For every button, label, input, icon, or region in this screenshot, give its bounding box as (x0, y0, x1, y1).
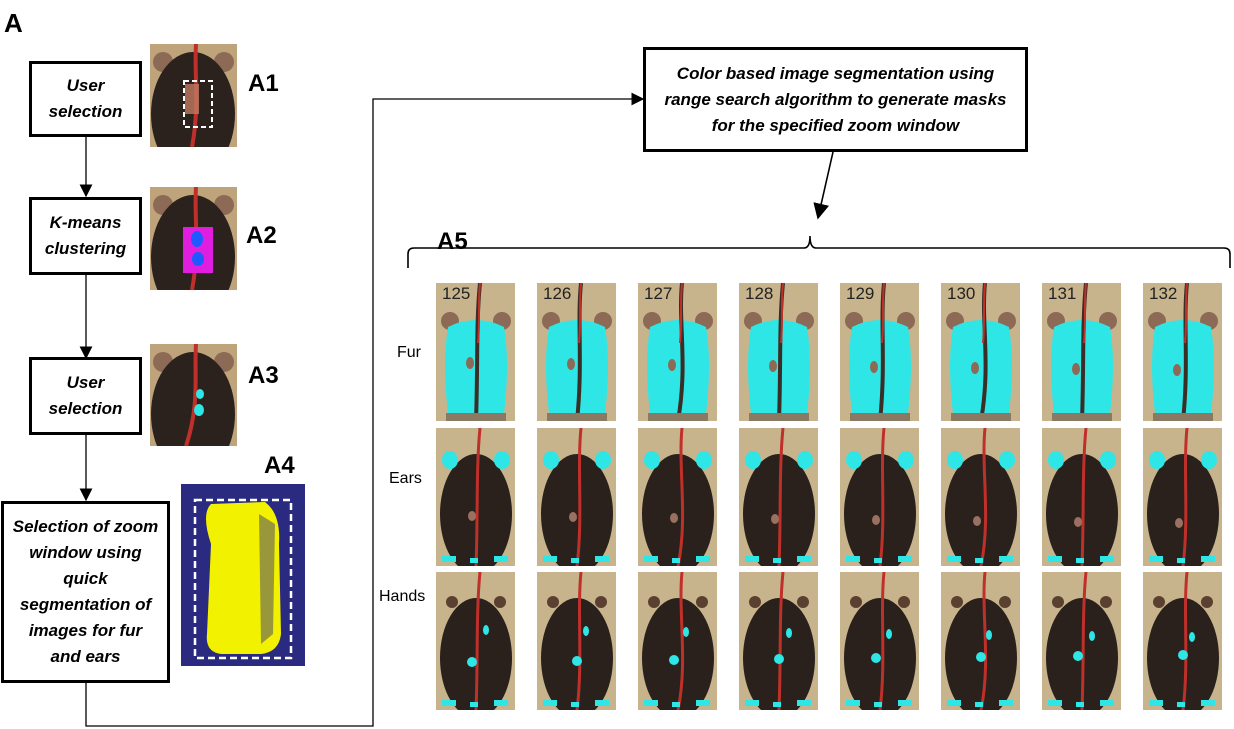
frame-fur-128: 128 (739, 283, 818, 421)
frame-hands-128 (739, 572, 818, 710)
frame-number: 125 (442, 284, 471, 303)
frame-hands-131 (1042, 572, 1121, 710)
label-a1: A1 (248, 70, 279, 97)
frame-hands-125 (436, 572, 515, 710)
frame-hands-132 (1143, 572, 1222, 710)
frame-ears-132 (1143, 428, 1222, 566)
step-a2-box: K-means clustering (29, 197, 142, 275)
frame-ears-131 (1042, 428, 1121, 566)
frame-hands-130 (941, 572, 1020, 710)
frame-ears-125 (436, 428, 515, 566)
figure-label: A (4, 8, 23, 38)
row-label-fur: Fur (397, 344, 421, 361)
frame-fur-131: 131 (1042, 283, 1121, 421)
frame-ears-127 (638, 428, 717, 566)
step-a3-box: User selection (29, 357, 142, 435)
frame-number: 127 (644, 284, 673, 303)
thumb-a4-zoom-window (181, 484, 305, 666)
row-label-hands: Hands (379, 588, 426, 605)
row-label-ears: Ears (389, 470, 422, 487)
frame-fur-125: 125 (436, 283, 515, 421)
frame-fur-126: 126 (537, 283, 616, 421)
thumb-a1-image (150, 44, 237, 147)
frame-number: 132 (1149, 284, 1178, 303)
frame-hands-129 (840, 572, 919, 710)
frame-number: 129 (846, 284, 875, 303)
frame-number: 130 (947, 284, 976, 303)
frame-fur-130: 130 (941, 283, 1020, 421)
frame-fur-132: 132 (1143, 283, 1222, 421)
frame-number: 126 (543, 284, 572, 303)
thumb-a2-image (150, 187, 237, 290)
frame-number: 131 (1048, 284, 1077, 303)
label-a2: A2 (246, 222, 277, 249)
thumb-a3-image (150, 344, 237, 446)
frame-number: 128 (745, 284, 774, 303)
frame-fur-129: 129 (840, 283, 919, 421)
label-a3: A3 (248, 362, 279, 389)
step-a5-box: Color based image segmentation using ran… (643, 47, 1028, 152)
step-a4-box: Selection of zoom window using quick seg… (1, 501, 170, 683)
step-a1-box: User selection (29, 61, 142, 137)
frame-ears-126 (537, 428, 616, 566)
label-a4: A4 (264, 452, 295, 479)
label-a5: A5 (437, 228, 468, 255)
frame-fur-127: 127 (638, 283, 717, 421)
frame-ears-130 (941, 428, 1020, 566)
frame-hands-126 (537, 572, 616, 710)
frame-ears-128 (739, 428, 818, 566)
frame-hands-127 (638, 572, 717, 710)
frame-ears-129 (840, 428, 919, 566)
